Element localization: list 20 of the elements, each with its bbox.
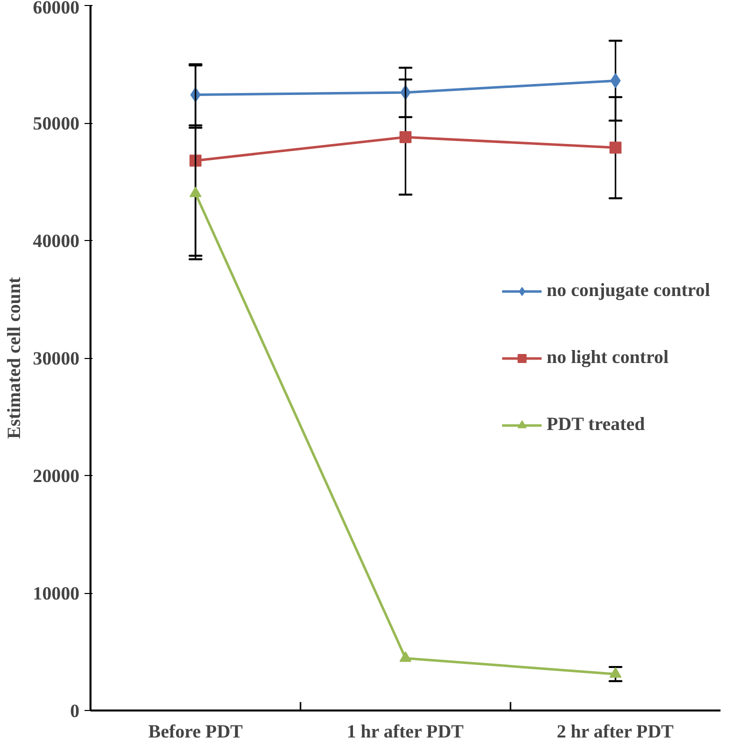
y-tick-label: 0: [70, 701, 80, 722]
y-tick-label: 60000: [32, 0, 80, 18]
legend-label: PDT treated: [546, 414, 645, 436]
y-axis-title: Estimated cell count: [4, 276, 25, 439]
y-tick-label: 30000: [32, 348, 80, 370]
point: [610, 667, 622, 678]
x-tick-label: 2 hr after PDT: [556, 722, 674, 742]
x-tick-label: 1 hr after PDT: [346, 722, 464, 742]
legend-label: no light control: [546, 346, 669, 368]
point: [400, 651, 412, 662]
point: [610, 73, 621, 88]
y-tick-label: 40000: [32, 231, 80, 252]
y-tick-label: 50000: [32, 114, 80, 134]
y-tick-label: 10000: [32, 584, 80, 604]
point: [190, 186, 202, 198]
y-tick-label: 20000: [32, 466, 80, 487]
x-tick-label: Before PDT: [148, 722, 244, 742]
point: [400, 131, 412, 144]
legend-label: no conjugate control: [546, 280, 710, 302]
point: [610, 142, 622, 154]
